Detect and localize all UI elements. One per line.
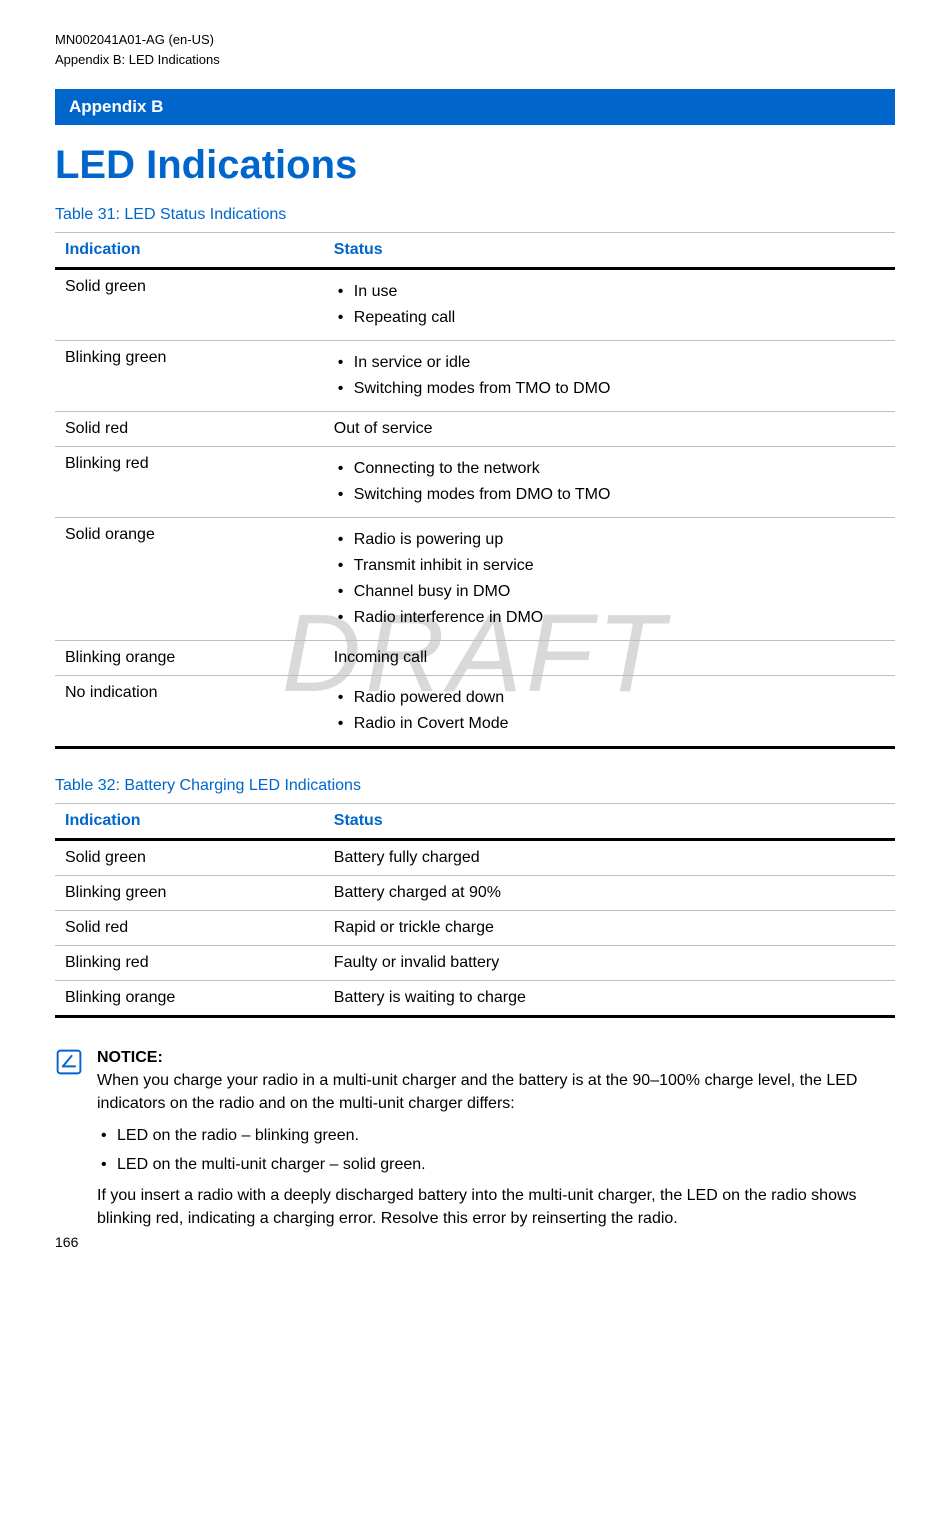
appendix-ref: Appendix B: LED Indications bbox=[55, 50, 895, 70]
cell-indication: Blinking green bbox=[55, 876, 324, 911]
cell-status: Incoming call bbox=[324, 641, 895, 676]
notice-bullet: LED on the multi-unit charger – solid gr… bbox=[97, 1153, 895, 1176]
notice-content: NOTICE: When you charge your radio in a … bbox=[97, 1046, 895, 1230]
table-row: Solid orange Radio is powering up Transm… bbox=[55, 518, 895, 641]
table-battery-charging: Indication Status Solid green Battery fu… bbox=[55, 803, 895, 1018]
cell-status: In service or idle Switching modes from … bbox=[324, 341, 895, 412]
cell-indication: Blinking green bbox=[55, 341, 324, 412]
header-meta: MN002041A01-AG (en-US) Appendix B: LED I… bbox=[55, 30, 895, 69]
notice-paragraph: If you insert a radio with a deeply disc… bbox=[97, 1184, 895, 1230]
cell-indication: Blinking red bbox=[55, 946, 324, 981]
col-header-indication: Indication bbox=[55, 233, 324, 269]
table-row: Blinking orange Incoming call bbox=[55, 641, 895, 676]
table-row: Blinking orange Battery is waiting to ch… bbox=[55, 981, 895, 1017]
cell-indication: Solid red bbox=[55, 911, 324, 946]
table-row: Blinking green Battery charged at 90% bbox=[55, 876, 895, 911]
cell-status: Radio powered down Radio in Covert Mode bbox=[324, 676, 895, 748]
notice-paragraph: When you charge your radio in a multi-un… bbox=[97, 1069, 895, 1115]
table-row: No indication Radio powered down Radio i… bbox=[55, 676, 895, 748]
cell-indication: Solid green bbox=[55, 269, 324, 341]
status-item: Radio powered down bbox=[334, 686, 885, 710]
col-header-status: Status bbox=[324, 804, 895, 840]
status-item: Repeating call bbox=[334, 306, 885, 330]
cell-indication: Blinking orange bbox=[55, 981, 324, 1017]
cell-status: Battery charged at 90% bbox=[324, 876, 895, 911]
col-header-indication: Indication bbox=[55, 804, 324, 840]
table-row: Blinking red Faulty or invalid battery bbox=[55, 946, 895, 981]
status-item: Connecting to the network bbox=[334, 457, 885, 481]
status-item: Radio interference in DMO bbox=[334, 606, 885, 630]
doc-id: MN002041A01-AG (en-US) bbox=[55, 30, 895, 50]
cell-indication: Solid green bbox=[55, 840, 324, 876]
page-title: LED Indications bbox=[55, 143, 895, 188]
status-item: Radio in Covert Mode bbox=[334, 712, 885, 736]
table-row: Blinking green In service or idle Switch… bbox=[55, 341, 895, 412]
notice-label: NOTICE: bbox=[97, 1049, 163, 1066]
status-item: Switching modes from DMO to TMO bbox=[334, 483, 885, 507]
col-header-status: Status bbox=[324, 233, 895, 269]
table-row: Solid green Battery fully charged bbox=[55, 840, 895, 876]
notice-block: NOTICE: When you charge your radio in a … bbox=[55, 1046, 895, 1230]
status-item: Channel busy in DMO bbox=[334, 580, 885, 604]
cell-status: Out of service bbox=[324, 412, 895, 447]
notice-bullet: LED on the radio – blinking green. bbox=[97, 1124, 895, 1147]
table32-caption: Table 32: Battery Charging LED Indicatio… bbox=[55, 777, 895, 795]
table-led-status: Indication Status Solid green In use Rep… bbox=[55, 232, 895, 749]
status-item: Transmit inhibit in service bbox=[334, 554, 885, 578]
cell-indication: Blinking red bbox=[55, 447, 324, 518]
cell-status: Battery fully charged bbox=[324, 840, 895, 876]
table31-caption: Table 31: LED Status Indications bbox=[55, 206, 895, 224]
notice-icon-wrap bbox=[55, 1046, 83, 1081]
cell-status: Rapid or trickle charge bbox=[324, 911, 895, 946]
table-row: Blinking red Connecting to the network S… bbox=[55, 447, 895, 518]
notice-icon bbox=[55, 1048, 83, 1076]
appendix-bar: Appendix B bbox=[55, 89, 895, 125]
status-item: In use bbox=[334, 280, 885, 304]
cell-status: Radio is powering up Transmit inhibit in… bbox=[324, 518, 895, 641]
cell-status: Faulty or invalid battery bbox=[324, 946, 895, 981]
table-row: Solid red Out of service bbox=[55, 412, 895, 447]
cell-status: Connecting to the network Switching mode… bbox=[324, 447, 895, 518]
status-item: Switching modes from TMO to DMO bbox=[334, 377, 885, 401]
table-row: Solid green In use Repeating call bbox=[55, 269, 895, 341]
cell-indication: No indication bbox=[55, 676, 324, 748]
status-item: In service or idle bbox=[334, 351, 885, 375]
status-item: Radio is powering up bbox=[334, 528, 885, 552]
page-content: MN002041A01-AG (en-US) Appendix B: LED I… bbox=[55, 30, 895, 1230]
cell-indication: Blinking orange bbox=[55, 641, 324, 676]
cell-status: In use Repeating call bbox=[324, 269, 895, 341]
cell-indication: Solid orange bbox=[55, 518, 324, 641]
table-row: Solid red Rapid or trickle charge bbox=[55, 911, 895, 946]
cell-status: Battery is waiting to charge bbox=[324, 981, 895, 1017]
cell-indication: Solid red bbox=[55, 412, 324, 447]
page-number: 166 bbox=[55, 1234, 78, 1250]
